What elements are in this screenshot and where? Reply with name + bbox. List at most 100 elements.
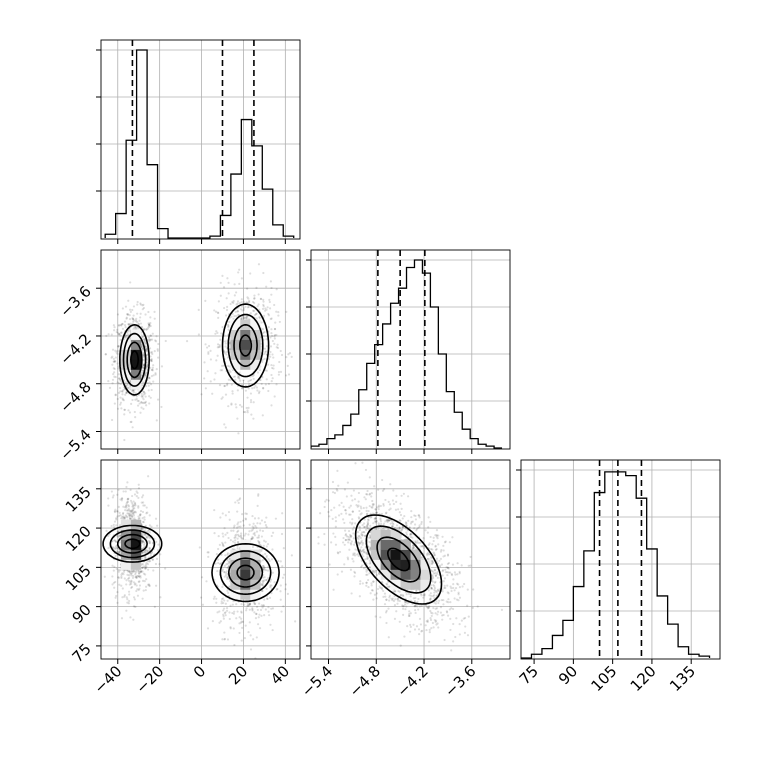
panel-content [101, 250, 300, 449]
sample-point [228, 560, 231, 563]
sample-point [132, 514, 136, 517]
sample-point [119, 403, 122, 406]
sample-point [236, 300, 240, 303]
sample-point [232, 529, 235, 532]
sample-point [441, 614, 444, 617]
sample-point [221, 512, 224, 515]
sample-point [444, 586, 447, 589]
sample-point [159, 596, 162, 599]
sample-point [114, 540, 118, 543]
sample-point [143, 338, 146, 342]
sample-point [125, 596, 128, 599]
density-cell [130, 369, 142, 380]
sample-point [223, 570, 226, 574]
histogram-bar [615, 472, 625, 658]
sample-point [446, 566, 449, 569]
sample-point [251, 535, 254, 539]
sample-point [285, 356, 288, 359]
sample-point [220, 600, 223, 603]
sample-point [237, 525, 240, 528]
sample-point [129, 510, 132, 514]
sample-point [375, 520, 378, 523]
sample-point [446, 611, 449, 614]
sample-point [327, 499, 330, 502]
sample-point [254, 660, 256, 662]
sample-point [113, 510, 116, 513]
sample-point [252, 309, 256, 313]
sample-point [522, 652, 524, 654]
density-cell [230, 559, 241, 570]
sample-point [209, 358, 212, 361]
sample-point [223, 384, 226, 388]
sample-point [264, 351, 267, 354]
sample-point [332, 588, 335, 591]
sample-point [151, 366, 154, 369]
sample-point [226, 566, 229, 570]
sample-point [236, 530, 239, 534]
sample-point [401, 525, 404, 529]
sample-point [429, 556, 433, 559]
sample-point [327, 510, 330, 514]
sample-point [353, 498, 357, 501]
sample-point [412, 623, 415, 626]
sample-point [232, 627, 235, 630]
sample-point [430, 563, 434, 566]
sample-point [379, 616, 382, 619]
sample-point [261, 580, 264, 583]
sample-point [219, 620, 222, 623]
sample-point [365, 513, 369, 516]
sample-point [384, 520, 387, 523]
sample-point [259, 297, 262, 301]
density-cell [240, 569, 251, 580]
sample-point [277, 311, 280, 314]
sample-point [153, 310, 156, 313]
sample-point [132, 317, 135, 321]
sample-point [142, 572, 146, 575]
sample-point [127, 508, 130, 511]
sample-point [141, 539, 145, 542]
sample-point [147, 384, 150, 387]
sample-point [121, 517, 124, 520]
sample-point [151, 558, 155, 561]
sample-point [240, 536, 243, 539]
sample-point [436, 537, 439, 540]
sample-point [388, 508, 391, 511]
sample-point [434, 571, 437, 575]
sample-point [408, 610, 411, 613]
sample-point [458, 586, 462, 589]
sample-point [139, 302, 142, 305]
sample-point [434, 569, 437, 572]
sample-point [417, 597, 420, 601]
sample-point [145, 565, 148, 568]
sample-point [251, 514, 254, 518]
sample-point [244, 305, 247, 308]
sample-point [372, 580, 375, 583]
sample-point [130, 510, 134, 514]
sample-point [411, 547, 414, 550]
histogram-1 [311, 259, 503, 449]
sample-point [379, 517, 382, 520]
sample-point [426, 531, 429, 534]
sample-point [277, 314, 280, 317]
sample-point [133, 517, 136, 520]
sample-point [371, 503, 374, 506]
sample-point [415, 529, 418, 532]
sample-point [137, 574, 140, 578]
sample-point [242, 519, 245, 522]
sample-point [135, 317, 138, 320]
sample-point [139, 570, 142, 573]
sample-point [128, 515, 131, 518]
sample-point [128, 411, 132, 414]
sample-point [466, 588, 469, 591]
sample-point [122, 505, 125, 508]
sample-point [386, 520, 389, 524]
sample-point [128, 517, 132, 520]
sample-point [406, 602, 409, 605]
sample-point [434, 574, 438, 577]
sample-point [144, 567, 147, 570]
sample-point [458, 572, 461, 575]
sample-point [246, 602, 249, 605]
sample-point [440, 598, 443, 602]
sample-point [116, 397, 119, 401]
sample-point [421, 629, 424, 632]
